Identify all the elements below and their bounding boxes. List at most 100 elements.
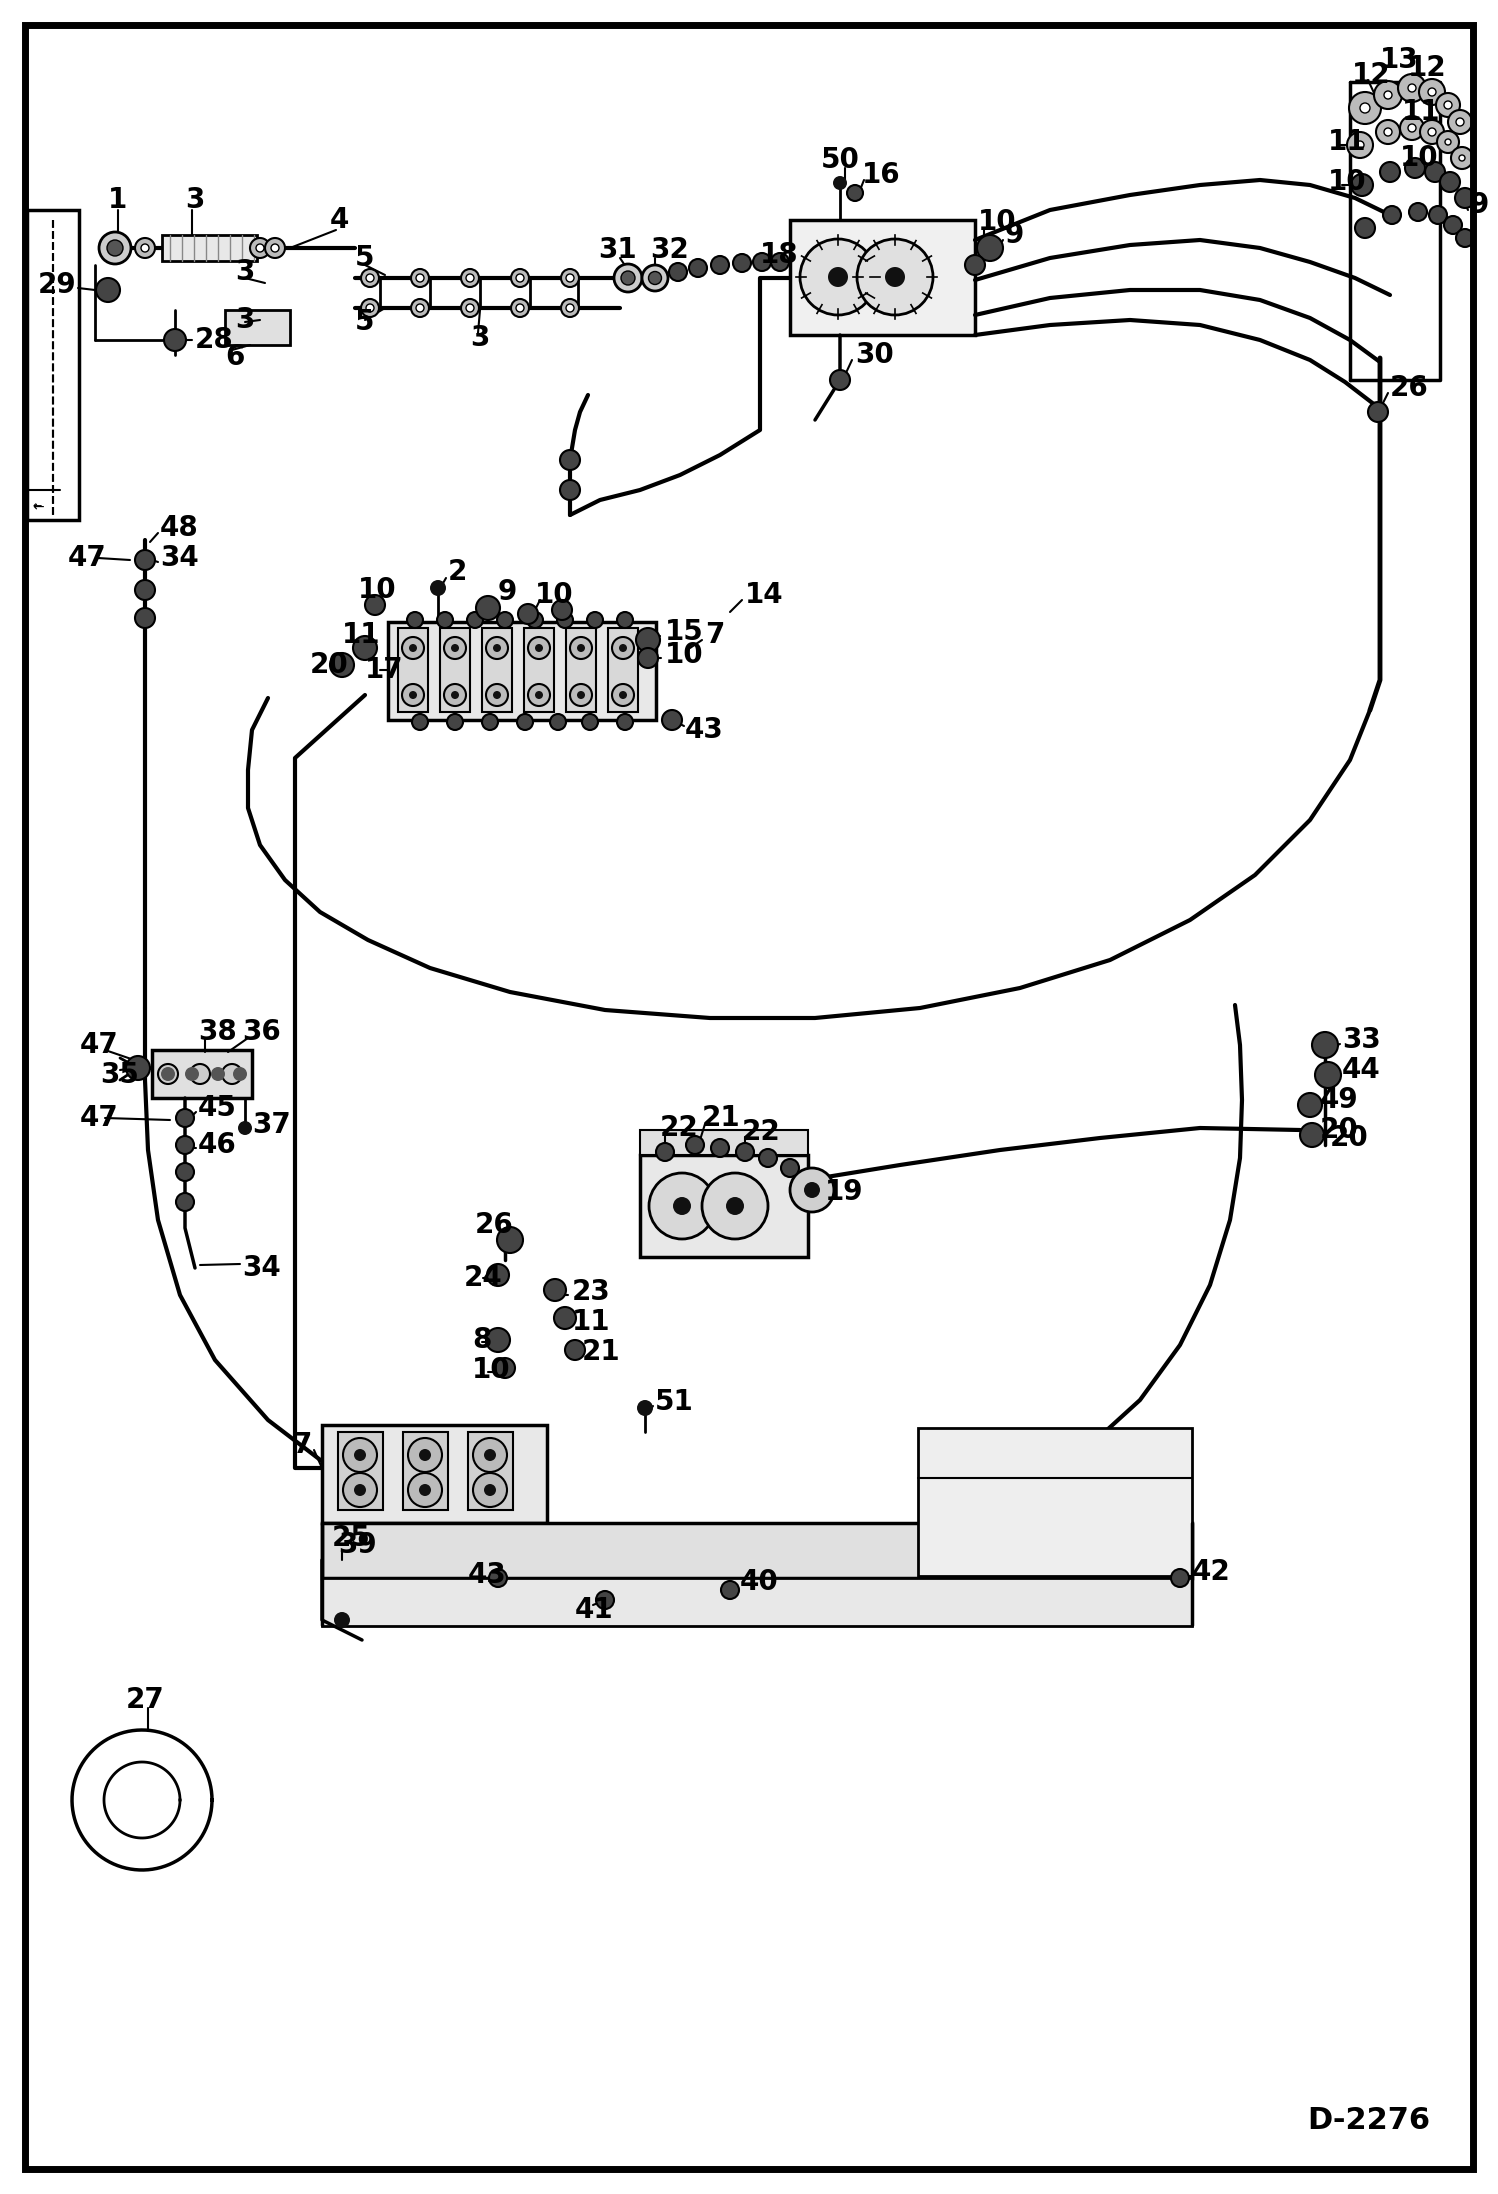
Circle shape — [619, 645, 628, 652]
Circle shape — [1455, 189, 1476, 208]
Circle shape — [727, 1198, 745, 1215]
Circle shape — [141, 244, 148, 252]
Circle shape — [649, 1174, 715, 1240]
Circle shape — [163, 329, 186, 351]
Circle shape — [712, 1139, 730, 1156]
Circle shape — [617, 612, 634, 627]
Circle shape — [656, 1143, 674, 1161]
Circle shape — [271, 244, 279, 252]
Text: $\leftarrow$: $\leftarrow$ — [30, 500, 43, 509]
Text: 22: 22 — [742, 1119, 780, 1145]
Bar — [162, 235, 258, 261]
Bar — [403, 1433, 448, 1509]
Text: 2: 2 — [448, 557, 467, 586]
Circle shape — [343, 1437, 377, 1472]
Circle shape — [583, 713, 598, 731]
Bar — [482, 627, 512, 713]
Circle shape — [1452, 147, 1473, 169]
Bar — [151, 1051, 252, 1097]
Circle shape — [833, 176, 846, 191]
Circle shape — [135, 579, 154, 599]
Circle shape — [175, 1136, 195, 1154]
Circle shape — [686, 1136, 704, 1154]
Circle shape — [637, 1400, 653, 1415]
Text: 34: 34 — [160, 544, 199, 573]
Bar — [322, 1424, 547, 1523]
Text: 20: 20 — [1330, 1123, 1369, 1152]
Circle shape — [366, 274, 374, 283]
Text: 10: 10 — [978, 208, 1017, 237]
Text: 32: 32 — [650, 237, 689, 263]
Circle shape — [407, 612, 422, 627]
Circle shape — [99, 233, 130, 263]
Circle shape — [330, 654, 354, 678]
Text: 41: 41 — [575, 1595, 614, 1624]
Circle shape — [1380, 162, 1401, 182]
Bar — [524, 627, 554, 713]
Circle shape — [560, 270, 580, 287]
Text: 35: 35 — [100, 1062, 139, 1088]
Circle shape — [1456, 228, 1474, 248]
Bar — [398, 627, 428, 713]
Circle shape — [443, 636, 466, 658]
Circle shape — [613, 636, 634, 658]
Circle shape — [334, 1613, 351, 1628]
Circle shape — [1347, 132, 1374, 158]
Circle shape — [527, 636, 550, 658]
Circle shape — [515, 274, 524, 283]
Circle shape — [409, 691, 416, 700]
Text: 7: 7 — [706, 621, 725, 649]
Circle shape — [416, 305, 424, 312]
Text: 10: 10 — [472, 1356, 511, 1384]
Text: 28: 28 — [195, 327, 234, 353]
Circle shape — [1374, 81, 1402, 110]
Circle shape — [494, 1358, 515, 1378]
Circle shape — [466, 274, 473, 283]
Circle shape — [497, 1226, 523, 1253]
Text: 9: 9 — [1005, 222, 1025, 248]
Circle shape — [1368, 402, 1389, 421]
Circle shape — [614, 263, 643, 292]
Circle shape — [343, 1472, 377, 1507]
Text: 26: 26 — [475, 1211, 514, 1240]
Text: 37: 37 — [252, 1110, 291, 1139]
Circle shape — [1459, 156, 1465, 160]
Circle shape — [1171, 1569, 1189, 1586]
Circle shape — [222, 1064, 243, 1084]
Circle shape — [354, 1448, 366, 1461]
Circle shape — [175, 1194, 195, 1211]
Circle shape — [1449, 110, 1473, 134]
Circle shape — [830, 371, 849, 391]
Text: 27: 27 — [126, 1685, 165, 1714]
Circle shape — [527, 685, 550, 706]
Text: 36: 36 — [243, 1018, 280, 1047]
Circle shape — [410, 298, 428, 316]
Circle shape — [857, 239, 933, 316]
Circle shape — [643, 265, 668, 292]
Text: 21: 21 — [703, 1104, 740, 1132]
Circle shape — [846, 184, 863, 202]
Bar — [640, 1130, 807, 1154]
Circle shape — [613, 685, 634, 706]
Circle shape — [517, 713, 533, 731]
Text: 22: 22 — [661, 1115, 698, 1143]
Circle shape — [1377, 121, 1401, 145]
Text: 8: 8 — [472, 1325, 491, 1354]
Text: 5: 5 — [355, 244, 374, 272]
Circle shape — [493, 645, 500, 652]
Circle shape — [535, 645, 542, 652]
Circle shape — [361, 270, 379, 287]
Circle shape — [759, 1150, 777, 1167]
Circle shape — [703, 1174, 768, 1240]
Text: 11: 11 — [342, 621, 380, 649]
Circle shape — [412, 713, 428, 731]
Circle shape — [401, 636, 424, 658]
Text: 11: 11 — [1329, 127, 1366, 156]
Circle shape — [126, 1055, 150, 1079]
Bar — [467, 1433, 512, 1509]
Bar — [440, 627, 470, 713]
Circle shape — [1429, 206, 1447, 224]
Text: 11: 11 — [1402, 99, 1441, 125]
Circle shape — [1408, 83, 1416, 92]
Text: 14: 14 — [745, 581, 783, 610]
